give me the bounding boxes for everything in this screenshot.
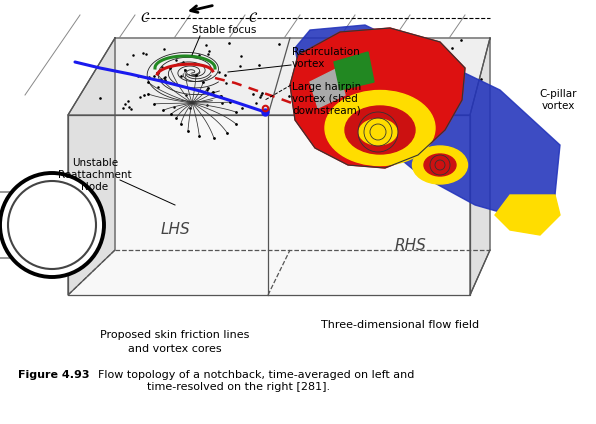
Polygon shape [68,38,490,115]
Text: Unstable
Reattachment
Node: Unstable Reattachment Node [58,159,132,192]
Text: Figure 4.93: Figure 4.93 [18,370,89,380]
Ellipse shape [412,146,467,184]
Polygon shape [470,38,490,295]
Polygon shape [68,115,470,295]
Text: RHS: RHS [394,237,426,253]
Polygon shape [290,28,465,168]
Text: Flow topology of a notchback, time-averaged on left and
              time-resol: Flow topology of a notchback, time-avera… [98,370,414,392]
Ellipse shape [424,154,456,176]
Ellipse shape [345,106,415,154]
Text: Proposed skin friction lines
and vortex cores: Proposed skin friction lines and vortex … [100,330,250,354]
Polygon shape [68,38,115,295]
Polygon shape [334,52,374,90]
Text: $\mathcal{C}$: $\mathcal{C}$ [248,11,258,25]
Text: $\mathcal{C}$: $\mathcal{C}$ [140,11,150,25]
Text: LHS: LHS [160,223,190,237]
Polygon shape [310,68,345,108]
Text: Three-dimensional flow field: Three-dimensional flow field [321,320,479,330]
Text: Recirculation
vortex: Recirculation vortex [292,47,360,69]
Polygon shape [495,195,560,235]
Text: C-pillar
vortex: C-pillar vortex [539,89,577,111]
Text: Stable focus: Stable focus [192,25,256,35]
Ellipse shape [325,90,435,165]
Ellipse shape [359,119,397,145]
Text: Large hairpin
vortex (shed
downstream): Large hairpin vortex (shed downstream) [292,82,361,115]
Polygon shape [295,25,560,215]
Circle shape [0,173,104,277]
